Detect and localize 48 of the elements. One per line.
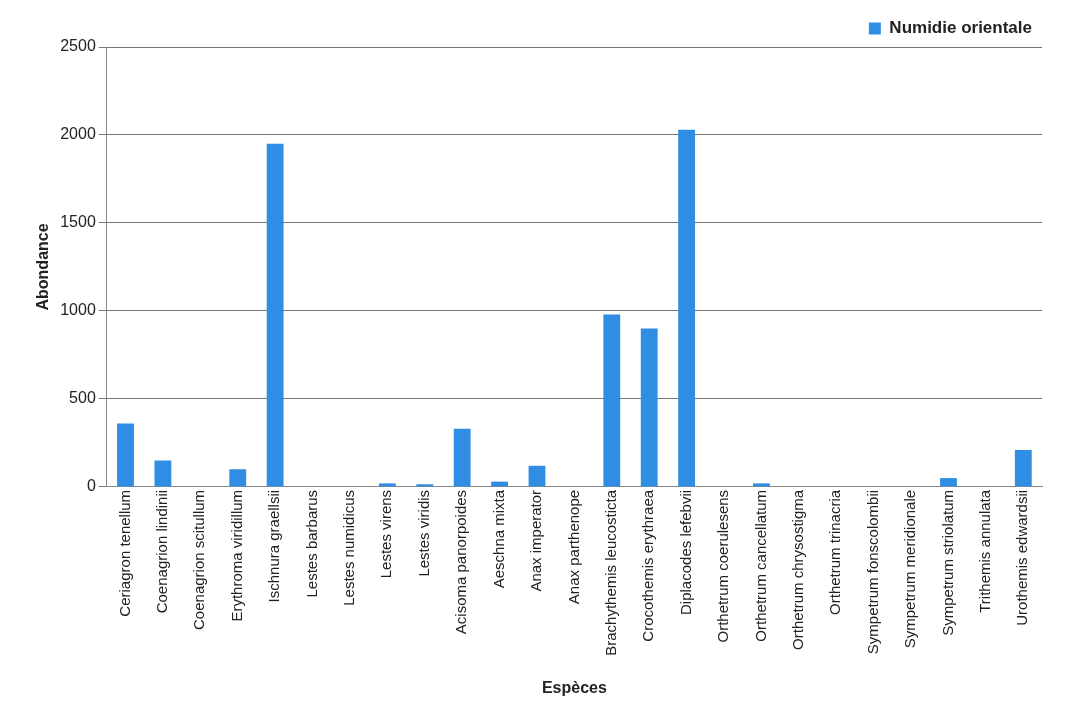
bar [229, 469, 247, 487]
bar [603, 314, 621, 487]
x-tick-label: Lestes barbarus [302, 489, 320, 598]
x-tick-label: Erythroma viridillum [227, 489, 245, 622]
x-tick-label: Ceriagron tenellum [115, 489, 133, 617]
x-tick-label: Acisoma panorpoides [452, 489, 470, 635]
bar [753, 483, 770, 487]
x-tick-label: Sympetrum fonscolombii [863, 489, 881, 655]
y-axis-title: Abondance [34, 223, 52, 311]
bar [528, 465, 546, 487]
x-tick-label: Sympetrum striolatum [938, 489, 956, 636]
x-tick-label: Coenagrion lindinii [153, 489, 171, 614]
x-tick-label: Coenagrion scitullum [190, 489, 208, 630]
y-tick-label: 2500 [60, 37, 96, 55]
x-tick-label: Anax imperator [527, 489, 545, 592]
bar [678, 129, 696, 487]
y-tick-label: 0 [86, 477, 96, 495]
x-axis-title: Espèces [541, 678, 607, 696]
y-tick-label: 2000 [60, 125, 96, 143]
x-tick-label: Orthetrum cancellatum [751, 489, 769, 642]
x-tick-label: Trithemis annulata [976, 489, 994, 613]
bar [1014, 449, 1032, 487]
bar [416, 484, 434, 487]
x-tick-label: Ischnura graellsii [265, 489, 283, 603]
bar [154, 460, 172, 487]
x-tick-label: Lestes virens [377, 489, 395, 579]
x-tick-label: Orthetrum trinacria [826, 489, 844, 615]
x-tick-label: Sympetrum meridionale [901, 489, 919, 649]
x-tick-label: Diplacodes lefebvii [676, 489, 694, 615]
x-tick-label: Aeschna mixta [489, 489, 507, 589]
legend-label: Numidie orientale [889, 18, 1032, 38]
x-tick-label: Crocothemis erythraea [639, 489, 657, 642]
bar [266, 143, 284, 487]
y-tick-label: 500 [69, 389, 96, 407]
x-tick-label: Orthetrum coerulesens [714, 489, 732, 643]
x-tick-label: Brachythemis leucosticta [601, 489, 619, 656]
x-tick-label: Lestes numidicus [340, 489, 358, 606]
bar [117, 423, 134, 487]
bar [940, 478, 957, 487]
bar [640, 328, 658, 487]
y-tick-label: 1500 [60, 213, 96, 231]
x-tick-label: Orthetrum chrysostigma [788, 489, 806, 650]
x-tick-label: Anax parthenope [564, 489, 582, 605]
x-tick-label: Urothemis edwardsii [1013, 489, 1031, 626]
bar [453, 428, 471, 487]
bar [378, 483, 396, 487]
y-tick-label: 1000 [60, 301, 96, 319]
x-tick-label: Lestes viridis [414, 489, 432, 577]
